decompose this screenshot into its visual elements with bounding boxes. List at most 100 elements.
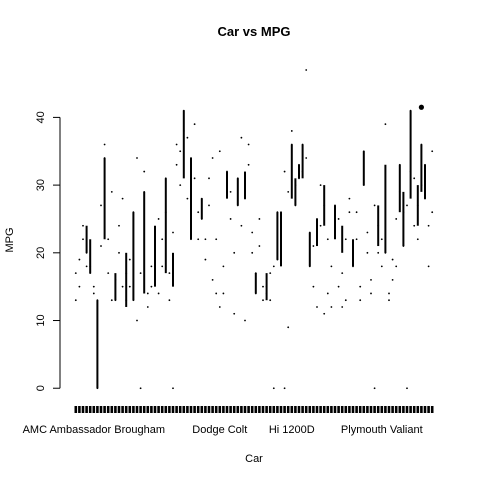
data-point: [377, 251, 380, 254]
data-point: [74, 272, 77, 275]
data-point: [82, 238, 84, 241]
data-point: [287, 326, 290, 329]
data-point: [254, 292, 257, 295]
data-point: [402, 211, 405, 214]
data-point: [344, 299, 347, 302]
y-tick-label: 10: [35, 314, 47, 326]
data-point: [272, 265, 275, 268]
data-point: [262, 285, 264, 288]
data-point: [326, 292, 329, 295]
data-point: [236, 177, 239, 180]
data-point: [164, 211, 167, 214]
data-point: [305, 69, 308, 71]
data-point: [308, 231, 311, 234]
data-point: [204, 238, 207, 241]
data-point: [262, 299, 264, 302]
data-point: [190, 157, 192, 159]
data-point: [323, 204, 326, 207]
y-tick-label: 20: [35, 247, 47, 259]
data-point: [161, 265, 164, 268]
x-axis-label: Car: [245, 453, 263, 465]
x-axis: AMC Ambassador Brougham Dodge Colt Hi 1200…: [23, 406, 434, 436]
data-point: [233, 251, 236, 254]
x-tick-label: Dodge Colt: [192, 424, 247, 436]
data-point: [431, 211, 434, 214]
data-point: [251, 251, 254, 254]
data-point: [290, 130, 293, 132]
data-point: [226, 177, 228, 180]
data-point: [74, 299, 77, 302]
data-point: [316, 218, 318, 220]
data-point: [150, 265, 153, 268]
y-axis-label: MPG: [4, 227, 16, 252]
data-point: [380, 238, 383, 241]
data-point: [89, 265, 92, 268]
y-tick-label: 30: [35, 179, 47, 191]
data-point: [103, 157, 106, 159]
data-point: [103, 143, 106, 146]
data-point: [409, 170, 412, 173]
data-point: [276, 211, 279, 214]
data-point: [265, 292, 268, 295]
data-point: [168, 272, 171, 275]
data-points: [74, 69, 434, 390]
data-point: [420, 184, 423, 187]
data-point: [301, 170, 304, 173]
data-point: [121, 285, 124, 288]
data-point: [265, 285, 268, 288]
data-point: [413, 177, 416, 180]
data-point: [157, 218, 160, 220]
y-tick-label: 0: [35, 385, 47, 391]
data-point: [197, 211, 200, 214]
data-point: [118, 251, 120, 254]
data-point: [85, 251, 88, 254]
data-point: [233, 312, 236, 315]
data-point: [96, 387, 99, 390]
data-point: [168, 299, 171, 302]
data-point: [398, 163, 401, 166]
data-point: [337, 218, 340, 220]
data-point: [107, 272, 110, 275]
data-point: [229, 190, 232, 193]
data-point: [114, 299, 117, 302]
data-point: [244, 319, 246, 322]
data-point: [215, 238, 218, 241]
data-point: [362, 150, 365, 153]
data-point: [326, 238, 329, 241]
data-point: [413, 224, 416, 227]
data-point: [370, 292, 372, 295]
data-point: [276, 258, 279, 261]
data-point: [280, 245, 282, 247]
data-point: [204, 258, 207, 261]
data-point: [164, 177, 167, 180]
data-point: [197, 238, 200, 241]
data-point: [251, 231, 254, 234]
data-point: [377, 224, 380, 227]
data-point: [352, 265, 354, 268]
data-point: [312, 285, 315, 288]
data-point: [305, 157, 308, 159]
data-point: [344, 238, 347, 241]
data-point: [200, 218, 203, 220]
data-point: [240, 224, 243, 227]
data-point: [362, 184, 365, 187]
data-point: [384, 251, 387, 254]
data-point: [226, 170, 228, 173]
data-point: [193, 123, 196, 126]
data-point: [218, 306, 221, 308]
y-tick-label: 40: [35, 111, 47, 123]
data-point: [298, 163, 300, 166]
data-point: [269, 299, 272, 302]
x-tick-label: Hi 1200D: [269, 424, 315, 436]
data-point: [125, 272, 128, 275]
data-point: [348, 197, 351, 200]
data-point: [118, 224, 120, 227]
data-point: [172, 387, 174, 390]
data-point: [247, 163, 250, 166]
data-point: [125, 299, 128, 302]
data-point: [92, 292, 95, 295]
data-point: [359, 299, 362, 302]
data-point: [175, 163, 178, 166]
x-tick-label: AMC Ambassador Brougham: [23, 424, 165, 436]
